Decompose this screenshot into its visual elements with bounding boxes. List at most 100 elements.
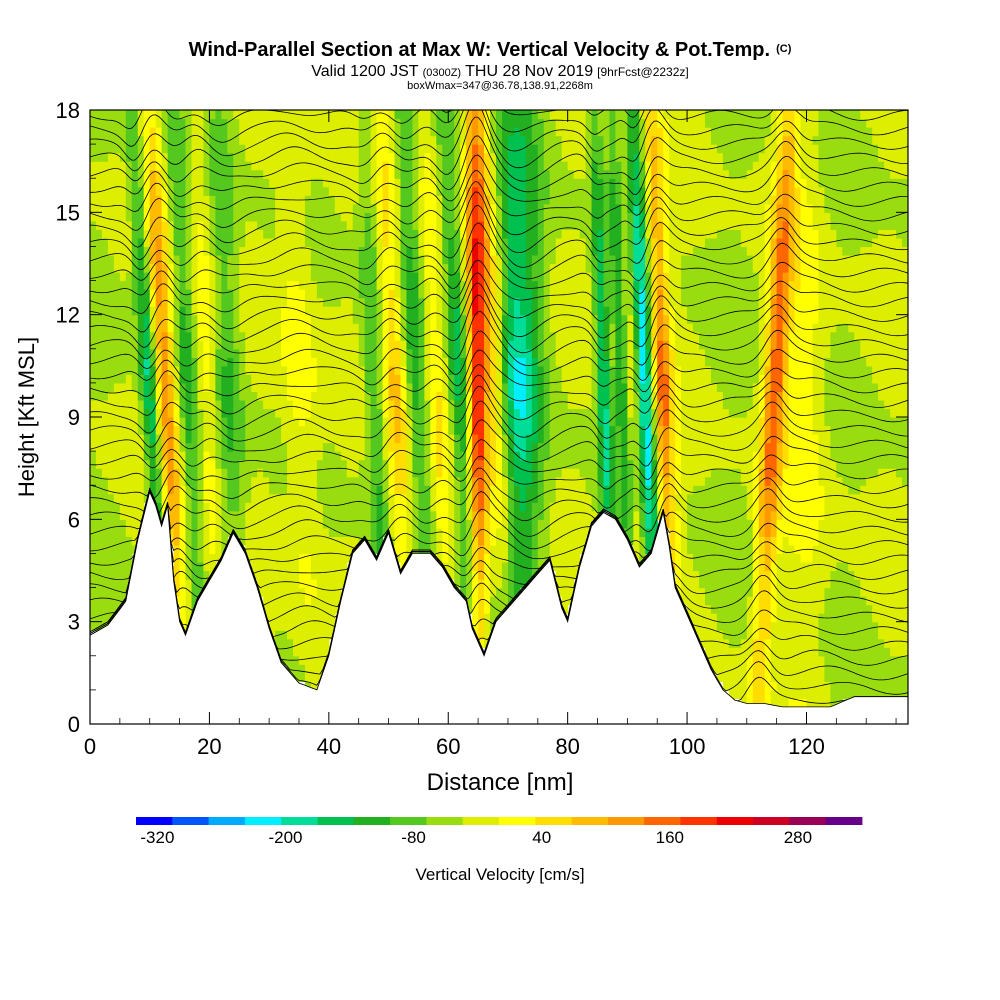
velocity-cell <box>167 297 175 307</box>
velocity-cell <box>484 203 491 213</box>
velocity-cell <box>543 220 551 230</box>
velocity-cell <box>531 417 539 427</box>
velocity-cell <box>436 297 443 307</box>
velocity-cell <box>478 127 485 137</box>
velocity-cell <box>239 468 246 478</box>
velocity-cell <box>555 485 563 495</box>
velocity-cell <box>501 186 509 196</box>
velocity-cell <box>424 246 431 256</box>
velocity-cell <box>209 212 216 222</box>
velocity-cell <box>107 203 115 213</box>
velocity-cell <box>227 229 234 239</box>
velocity-cell <box>603 272 611 282</box>
velocity-cell <box>525 220 533 230</box>
velocity-cell <box>615 314 622 324</box>
velocity-cell <box>555 306 563 316</box>
velocity-cell <box>412 408 419 418</box>
velocity-cell <box>579 178 587 188</box>
velocity-cell <box>119 476 127 486</box>
velocity-cell <box>352 340 360 350</box>
velocity-cell <box>412 434 419 444</box>
velocity-cell <box>346 203 354 213</box>
velocity-cell <box>549 536 557 546</box>
velocity-cell <box>472 527 479 537</box>
velocity-cell <box>519 365 527 375</box>
velocity-cell <box>221 348 228 358</box>
velocity-cell <box>561 229 569 239</box>
velocity-cell <box>179 178 187 188</box>
velocity-cell <box>484 272 491 282</box>
velocity-cell <box>245 519 252 529</box>
velocity-cell <box>370 127 378 137</box>
velocity-cell <box>430 357 437 367</box>
velocity-cell <box>107 212 115 222</box>
velocity-cell <box>442 434 449 444</box>
velocity-cell <box>513 527 521 537</box>
velocity-cell <box>501 425 509 435</box>
velocity-cell <box>215 229 222 239</box>
velocity-cell <box>519 553 527 563</box>
velocity-cell <box>394 459 402 469</box>
velocity-cell <box>287 254 294 265</box>
velocity-cell <box>609 161 617 171</box>
velocity-cell <box>597 357 605 367</box>
velocity-cell <box>233 357 240 367</box>
velocity-cell <box>119 570 127 580</box>
velocity-cell <box>346 425 354 435</box>
velocity-cell <box>119 237 127 248</box>
velocity-cell <box>95 408 103 418</box>
velocity-cell <box>394 527 402 537</box>
velocity-cell <box>352 382 360 393</box>
velocity-cell <box>328 399 336 410</box>
velocity-cell <box>209 280 216 290</box>
velocity-cell <box>364 272 372 282</box>
velocity-cell <box>400 203 408 213</box>
velocity-cell <box>501 519 509 529</box>
velocity-cell <box>531 118 539 128</box>
velocity-cell <box>466 391 473 401</box>
velocity-cell <box>167 331 175 341</box>
velocity-cell <box>519 254 527 265</box>
velocity-cell <box>191 323 199 333</box>
velocity-cell <box>281 382 288 393</box>
velocity-cell <box>113 135 121 145</box>
velocity-cell <box>263 553 270 563</box>
velocity-cell <box>507 254 515 265</box>
velocity-cell <box>155 425 163 435</box>
velocity-cell <box>490 212 497 222</box>
velocity-cell <box>484 527 491 537</box>
velocity-cell <box>478 434 485 444</box>
velocity-cell <box>442 417 449 427</box>
velocity-cell <box>95 340 103 350</box>
velocity-cell <box>101 587 109 597</box>
velocity-cell <box>496 340 503 350</box>
velocity-cell <box>615 186 622 196</box>
velocity-cell <box>567 229 575 239</box>
velocity-cell <box>585 459 593 469</box>
velocity-cell <box>400 434 408 444</box>
velocity-cell <box>227 186 234 196</box>
velocity-cell <box>394 152 402 162</box>
velocity-cell <box>406 169 414 179</box>
velocity-cell <box>263 425 270 435</box>
velocity-cell <box>376 331 384 341</box>
velocity-cell <box>131 331 139 341</box>
velocity-cell <box>263 186 270 196</box>
velocity-cell <box>239 229 246 239</box>
velocity-cell <box>179 451 187 461</box>
velocity-cell <box>316 348 324 358</box>
velocity-cell <box>90 519 97 529</box>
velocity-cell <box>531 306 539 316</box>
velocity-cell <box>406 476 414 486</box>
velocity-cell <box>179 169 187 179</box>
velocity-cell <box>263 237 270 248</box>
velocity-cell <box>322 289 330 299</box>
velocity-cell <box>400 357 408 367</box>
velocity-cell <box>275 186 282 196</box>
velocity-cell <box>454 195 461 205</box>
velocity-cell <box>322 297 330 307</box>
velocity-cell <box>239 408 246 418</box>
velocity-cell <box>430 527 437 537</box>
velocity-cell <box>442 272 449 282</box>
velocity-cell <box>496 144 503 154</box>
